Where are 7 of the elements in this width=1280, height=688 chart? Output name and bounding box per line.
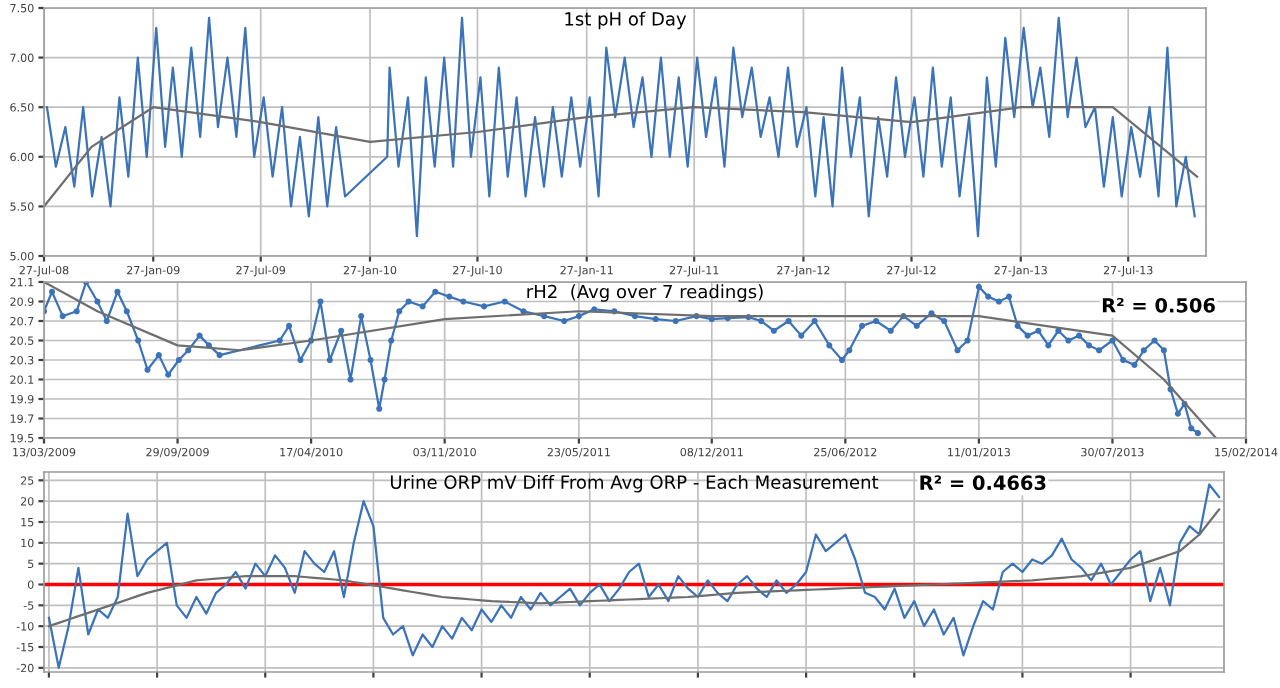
chart-title: Urine ORP mV Diff From Avg ORP - Each Measurement <box>390 475 879 493</box>
chart-title: 1st pH of Day <box>565 11 687 30</box>
line-series <box>44 106 1199 208</box>
chart-title: rH2 (Avg over 7 readings) <box>527 284 763 302</box>
line-series <box>47 508 1221 628</box>
annotation: R² = 0.506 <box>1102 297 1215 313</box>
annotation: R² = 0.4663 <box>920 475 1046 491</box>
